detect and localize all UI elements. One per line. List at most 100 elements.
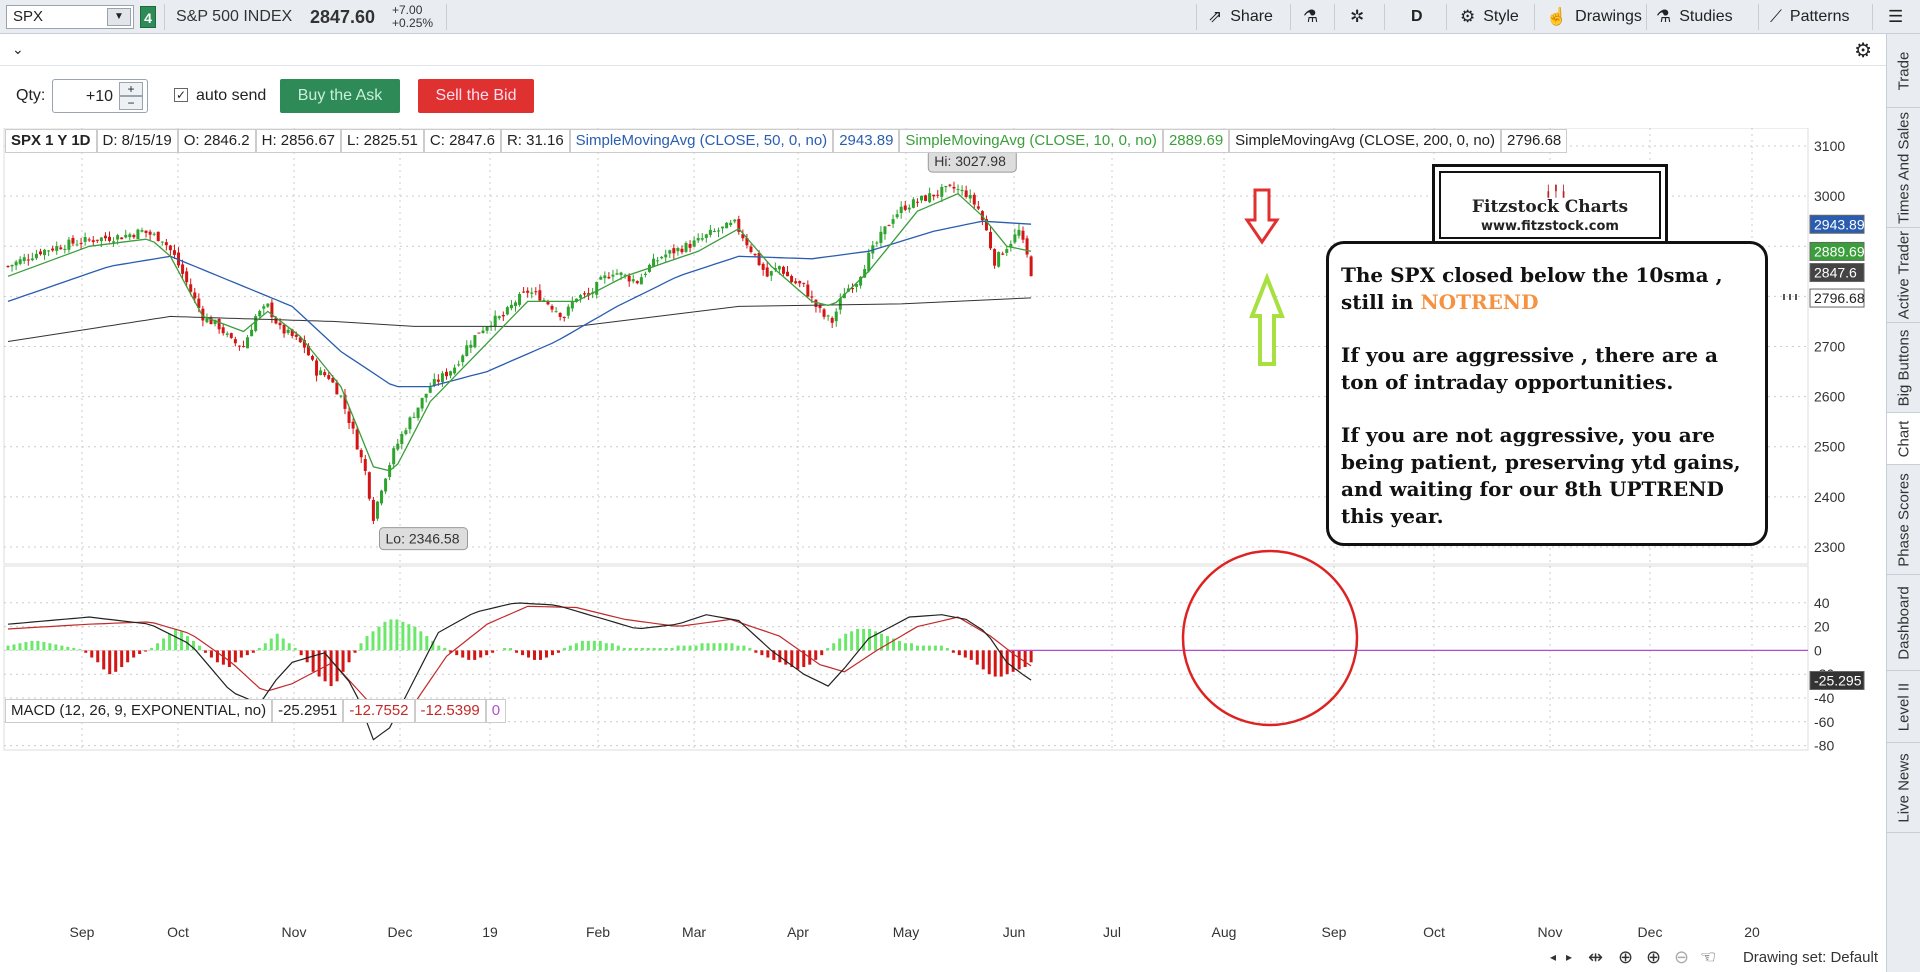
buy-ask-button[interactable]: Buy the Ask <box>280 79 400 113</box>
symbol-input[interactable]: SPX ▼ <box>6 5 134 29</box>
macd-histogram-bar <box>209 650 213 658</box>
candle-body <box>863 269 867 278</box>
scroll-left-icon[interactable]: ◂ <box>1550 950 1557 964</box>
macd-histogram-bar <box>54 644 58 651</box>
crosshair-icon[interactable]: ⊕ <box>1618 947 1634 967</box>
y-tick-label: 3100 <box>1814 138 1845 154</box>
drawings-button[interactable]: ☝ Drawings <box>1546 0 1642 34</box>
auto-send-checkbox[interactable]: ✓ <box>174 88 188 102</box>
scroll-right-icon[interactable]: ▸ <box>1566 950 1573 964</box>
gear-icon[interactable]: ⚙ <box>1854 40 1872 62</box>
settings-button[interactable]: ✲ <box>1350 0 1364 34</box>
candle-body <box>932 194 936 197</box>
candle-body <box>201 308 205 321</box>
hand-icon[interactable]: ☜ <box>1700 947 1717 967</box>
macd-histogram-bar <box>503 648 507 651</box>
qty-increment-button[interactable]: + <box>119 82 143 96</box>
period-label: D <box>1411 8 1423 25</box>
tab-times-and-sales[interactable]: Times And Sales <box>1887 108 1920 228</box>
candle-body <box>10 264 14 267</box>
separator <box>1446 4 1447 30</box>
flask-icon: ⚗ <box>1656 7 1672 26</box>
candle-body <box>850 287 854 290</box>
macd-histogram-bar <box>515 650 519 653</box>
zoom-out-icon[interactable]: ⊖ <box>1674 947 1690 967</box>
tab-dashboard[interactable]: Dashboard <box>1887 575 1920 671</box>
candle-body <box>700 238 704 240</box>
candle-body <box>290 329 294 336</box>
candle-body <box>1001 253 1005 255</box>
tab-label: Times And Sales <box>1895 111 1913 224</box>
candle-body <box>944 185 948 188</box>
candles-logo-icon: ╽╿╽ <box>1545 186 1568 198</box>
separator <box>1646 4 1647 30</box>
candle-body <box>59 247 63 250</box>
candle-body <box>1025 238 1029 255</box>
tab-level-ii[interactable]: Level II <box>1887 671 1920 743</box>
qty-input[interactable]: +10 + − <box>52 79 148 113</box>
studies-button[interactable]: ⚗ Studies <box>1656 0 1733 34</box>
macd-histogram-bar <box>275 633 279 651</box>
candle-body <box>237 345 241 347</box>
candle-body <box>603 275 607 279</box>
share-button[interactable]: ⇗ Share <box>1208 0 1273 34</box>
tab-chart[interactable]: Chart <box>1887 413 1920 465</box>
candle-body <box>465 345 469 357</box>
candle-body <box>453 367 457 374</box>
macd-value-tag: -25.295 <box>1814 672 1862 688</box>
macd-histogram-bar <box>36 640 40 651</box>
tab-live-news[interactable]: Live News <box>1887 743 1920 833</box>
tab-trade[interactable]: Trade <box>1887 34 1920 108</box>
macd-histogram-bar <box>616 645 620 651</box>
candle-body <box>274 317 278 324</box>
macd-histogram-bar <box>419 631 423 651</box>
macd-y-tick-label: -60 <box>1814 714 1834 730</box>
candle-body <box>367 472 371 499</box>
commentary-line-1: The SPX closed below the 10sma , <box>1341 263 1723 287</box>
tab-label: Dashboard <box>1895 585 1913 660</box>
macd-histogram-bar <box>383 621 387 651</box>
collapse-icon[interactable]: ⌄ <box>12 41 24 57</box>
candle-body <box>124 234 128 238</box>
candle-body <box>826 315 830 317</box>
tab-phase-scores[interactable]: Phase Scores <box>1887 465 1920 575</box>
symbol-dropdown-icon[interactable]: ▼ <box>107 8 131 26</box>
candle-body <box>262 306 266 309</box>
qty-value: +10 <box>85 88 113 105</box>
candle-body <box>306 345 310 356</box>
candle-body <box>725 222 729 229</box>
macd-histogram-bar <box>245 650 249 656</box>
candle-body <box>790 275 794 283</box>
macd-histogram-bar <box>790 650 794 668</box>
candle-body <box>708 229 712 235</box>
zoom-in-icon[interactable]: ⊕ <box>1646 947 1662 967</box>
candle-body <box>424 393 428 398</box>
macd-histogram-bar <box>359 643 363 651</box>
macd-histogram-bar <box>975 650 979 665</box>
period-button[interactable]: D <box>1411 0 1423 34</box>
flask-button[interactable]: ⚗ <box>1303 0 1318 34</box>
qty-decrement-button[interactable]: − <box>119 96 143 110</box>
candle-body <box>404 430 408 435</box>
candle-body <box>920 195 923 201</box>
macd-histogram-bar <box>42 642 46 651</box>
macd-histogram-bar <box>126 650 130 663</box>
drawing-set-label[interactable]: Drawing set: Default <box>1742 949 1878 966</box>
candle-body <box>315 360 319 376</box>
menu-button[interactable]: ☰ <box>1888 0 1903 34</box>
macd-histogram-bar <box>461 650 465 658</box>
macd-histogram-bar <box>263 643 267 651</box>
info-sma10-value: 2889.69 <box>1162 129 1230 153</box>
x-tick-label: Jul <box>1103 924 1121 940</box>
candle-body <box>818 305 822 309</box>
tab-active-trader[interactable]: Active Trader <box>1887 228 1920 323</box>
sell-bid-button[interactable]: Sell the Bid <box>418 79 534 113</box>
tab-big-buttons[interactable]: Big Buttons <box>1887 323 1920 413</box>
pan-icon[interactable]: ⇹ <box>1588 947 1604 967</box>
candle-body <box>416 407 420 418</box>
style-button[interactable]: ⚙ Style <box>1460 0 1519 34</box>
macd-histogram-bar <box>676 645 680 651</box>
macd-value: -25.2951 <box>272 699 344 723</box>
patterns-button[interactable]: ⟋ Patterns <box>1770 0 1850 34</box>
link-group-badge[interactable]: 4 <box>140 6 156 28</box>
